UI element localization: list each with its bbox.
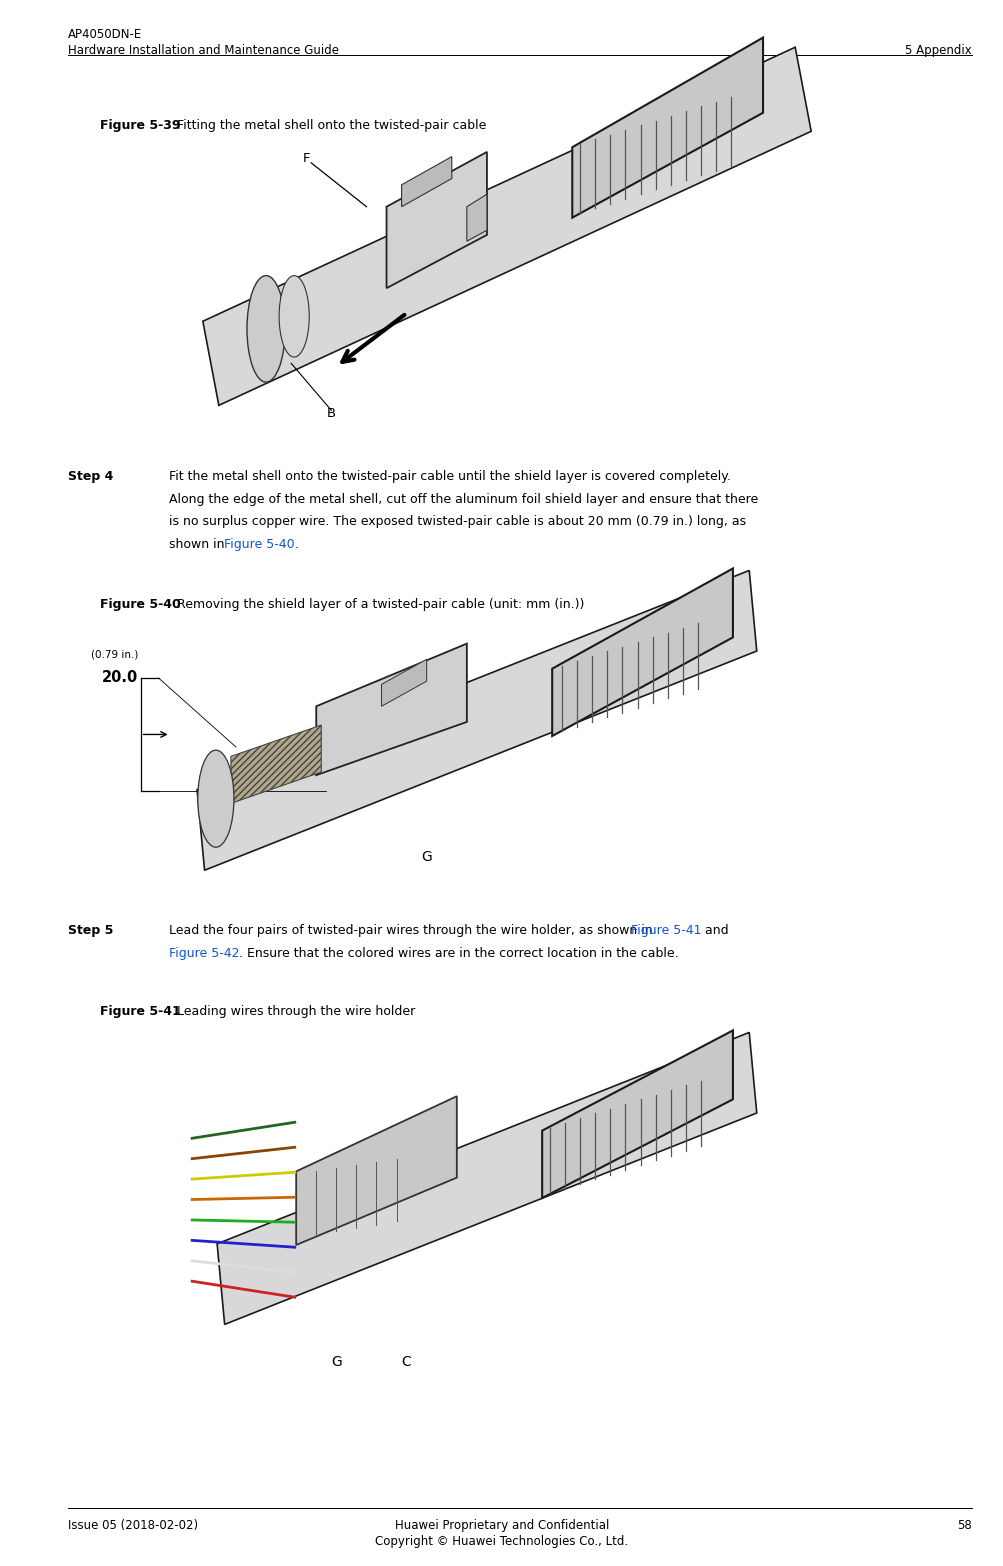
Text: . Ensure that the colored wires are in the correct location in the cable.: . Ensure that the colored wires are in t… <box>239 946 678 960</box>
Text: G: G <box>331 1355 341 1369</box>
Text: shown in: shown in <box>169 539 228 551</box>
Text: AP4050DN-E: AP4050DN-E <box>68 28 142 41</box>
Polygon shape <box>203 47 810 406</box>
Text: Leading wires through the wire holder: Leading wires through the wire holder <box>173 1005 414 1018</box>
Text: Figure 5-41: Figure 5-41 <box>100 1005 181 1018</box>
Polygon shape <box>401 157 451 207</box>
Polygon shape <box>466 194 486 241</box>
Text: B: B <box>326 407 335 420</box>
Polygon shape <box>381 659 426 706</box>
Polygon shape <box>542 1030 732 1198</box>
Text: Huawei Proprietary and Confidential: Huawei Proprietary and Confidential <box>394 1519 609 1532</box>
Text: is no surplus copper wire. The exposed twisted-pair cable is about 20 mm (0.79 i: is no surplus copper wire. The exposed t… <box>169 515 745 528</box>
Text: Step 5: Step 5 <box>68 924 113 936</box>
Text: C: C <box>401 1355 411 1369</box>
Polygon shape <box>296 1096 456 1245</box>
Text: Figure 5-39: Figure 5-39 <box>100 119 181 132</box>
Text: Fit the metal shell onto the twisted-pair cable until the shield layer is covere: Fit the metal shell onto the twisted-pai… <box>169 470 730 482</box>
Text: Figure 5-41: Figure 5-41 <box>630 924 700 936</box>
Polygon shape <box>217 1032 756 1325</box>
Text: 20.0: 20.0 <box>102 670 138 686</box>
Polygon shape <box>231 725 321 803</box>
Text: Hardware Installation and Maintenance Guide: Hardware Installation and Maintenance Gu… <box>68 44 339 56</box>
Text: F: F <box>303 152 310 164</box>
Polygon shape <box>572 38 762 218</box>
Text: Removing the shield layer of a twisted-pair cable (unit: mm (in.)): Removing the shield layer of a twisted-p… <box>173 598 584 611</box>
Polygon shape <box>386 152 486 288</box>
Text: Figure 5-40: Figure 5-40 <box>100 598 181 611</box>
Ellipse shape <box>279 276 309 357</box>
Text: (0.79 in.): (0.79 in.) <box>91 650 138 659</box>
Text: Copyright © Huawei Technologies Co., Ltd.: Copyright © Huawei Technologies Co., Ltd… <box>375 1535 628 1547</box>
Text: Lead the four pairs of twisted-pair wires through the wire holder, as shown in: Lead the four pairs of twisted-pair wire… <box>169 924 656 936</box>
Ellipse shape <box>247 276 285 382</box>
Ellipse shape <box>198 750 234 847</box>
Polygon shape <box>197 570 756 871</box>
Text: 58: 58 <box>956 1519 971 1532</box>
Text: Issue 05 (2018-02-02): Issue 05 (2018-02-02) <box>68 1519 199 1532</box>
Text: Along the edge of the metal shell, cut off the aluminum foil shield layer and en: Along the edge of the metal shell, cut o… <box>169 492 757 506</box>
Text: Figure 5-42: Figure 5-42 <box>169 946 239 960</box>
Text: 5 Appendix: 5 Appendix <box>905 44 971 56</box>
Text: and: and <box>700 924 728 936</box>
Text: Step 4: Step 4 <box>68 470 113 482</box>
Polygon shape <box>552 568 732 736</box>
Text: .: . <box>294 539 298 551</box>
Text: Fitting the metal shell onto the twisted-pair cable: Fitting the metal shell onto the twisted… <box>173 119 485 132</box>
Text: G: G <box>421 850 431 864</box>
Text: Figure 5-40: Figure 5-40 <box>224 539 294 551</box>
Polygon shape <box>316 644 466 775</box>
